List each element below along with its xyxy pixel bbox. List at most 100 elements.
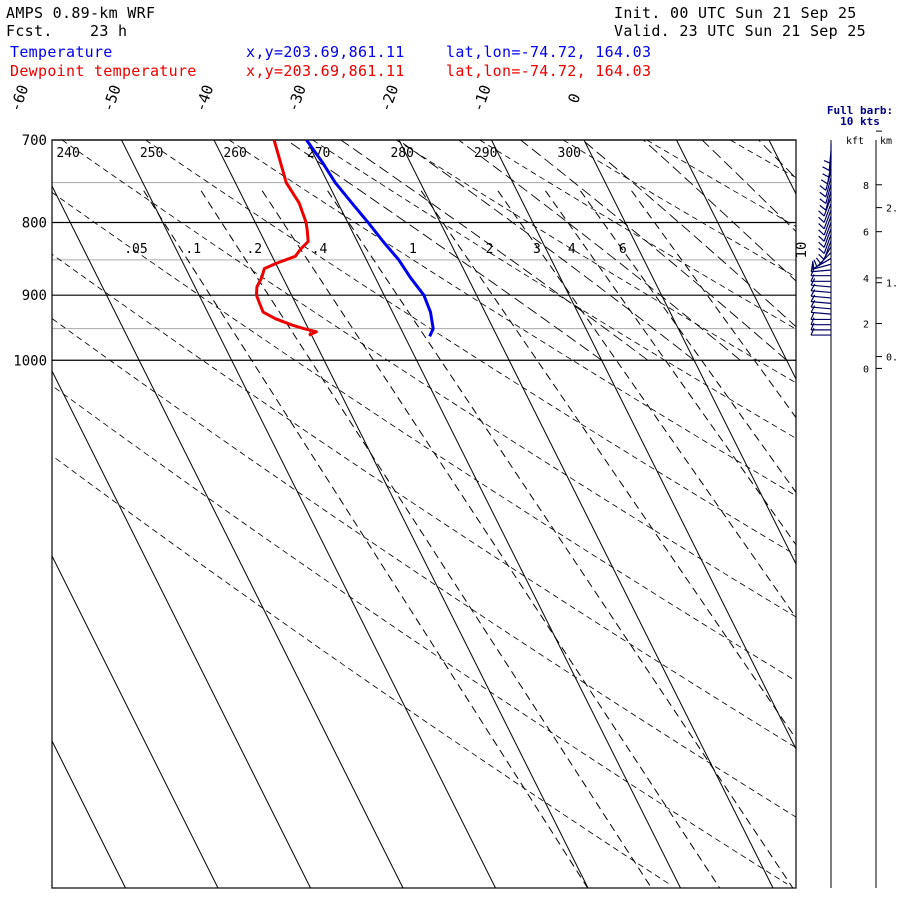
km-axis-label: km (880, 136, 892, 147)
wind-barb (818, 209, 832, 230)
dry-adiabat (52, 385, 788, 885)
mixing-ratio-label: 4 (568, 242, 576, 257)
isotherm-line (52, 739, 126, 888)
km-tick-label: 0. (886, 353, 898, 364)
wind-key-label: Full barb: (827, 104, 893, 117)
model-title: AMPS 0.89-km WRF (6, 4, 156, 22)
isotherm-line (52, 184, 404, 888)
wind-barb (822, 150, 832, 171)
forecast-hour: 23 h (90, 22, 128, 40)
kft-tick-label: 0 (863, 364, 869, 375)
theta-label: 290 (474, 146, 497, 161)
isotherm-label: -30 (284, 82, 310, 114)
isotherm-line (121, 140, 496, 888)
wind-barb (819, 184, 832, 205)
isotherm-label: -50 (99, 82, 125, 114)
wind-barb (818, 228, 832, 248)
theta-label: 250 (140, 146, 163, 161)
wind-barb (810, 274, 831, 282)
km-tick-label: 2. (886, 204, 898, 215)
wind-barb (810, 317, 831, 326)
dry-adiabat (61, 140, 796, 618)
temperature-profile (305, 140, 435, 338)
wind-speed-label: 10 (794, 242, 810, 259)
pressure-tick-label: 1000 (13, 353, 47, 369)
moist-adiabat (757, 140, 796, 180)
kft-tick-label: 4 (863, 274, 869, 285)
wind-barb (819, 177, 832, 198)
valid-time: Valid. 23 UTC Sun 21 Sep 25 (614, 22, 866, 40)
mixing-ratio-label: .4 (312, 242, 328, 257)
wind-barb (813, 252, 832, 268)
dry-adiabat (562, 140, 796, 278)
theta-label: 300 (558, 146, 581, 161)
moist-adiabat (519, 140, 787, 361)
wind-barb (818, 203, 832, 223)
isotherm-label: -40 (191, 82, 217, 114)
legend-dewpoint-xy: x,y=203.69,861.11 (246, 62, 405, 80)
moist-adiabat (581, 140, 796, 328)
dry-adiabat (395, 140, 796, 384)
theta-label: 240 (56, 146, 79, 161)
isotherm-line (676, 140, 796, 381)
legend-temperature-xy: x,y=203.69,861.11 (246, 43, 405, 61)
isotherm-label: -60 (6, 82, 32, 114)
wind-barb (819, 170, 832, 191)
isotherm-label: 0 (564, 91, 584, 106)
dry-adiabat (479, 140, 796, 330)
mixing-ratio-line (261, 190, 721, 888)
wind-barb (810, 322, 831, 331)
mixing-ratio-line (200, 190, 652, 888)
kft-tick-label: 6 (863, 228, 869, 239)
legend-temperature-latlon: lat,lon=-74.72, 164.03 (446, 43, 652, 61)
dewpoint-profile (255, 140, 318, 337)
dry-adiabat (52, 318, 796, 818)
mixing-ratio-line (631, 190, 796, 419)
mixing-ratio-label: .05 (124, 242, 147, 257)
moist-adiabat (457, 140, 741, 361)
legend-dewpoint-label: Dewpoint temperature (10, 62, 197, 80)
legend-dewpoint-latlon: lat,lon=-74.72, 164.03 (446, 62, 652, 80)
moist-adiabat (340, 140, 649, 361)
theta-label: 260 (223, 146, 246, 161)
isotherm-line (398, 140, 774, 888)
mixing-ratio-label: 3 (533, 242, 541, 257)
wind-key-speed: 10 kts (840, 115, 880, 128)
mixing-ratio-line (327, 190, 794, 888)
wind-barb (818, 234, 832, 254)
pressure-tick-label: 900 (22, 288, 47, 304)
dry-adiabat (730, 140, 796, 179)
isotherm-line (52, 369, 311, 888)
mixing-ratio-line (420, 190, 796, 740)
dry-adiabat (52, 253, 796, 749)
wind-barb (818, 197, 832, 217)
isotherm-line (491, 140, 796, 751)
wind-barb (810, 327, 831, 336)
moist-adiabat (642, 140, 796, 282)
theta-label: 280 (390, 146, 413, 161)
legend-temperature-label: Temperature (10, 43, 113, 61)
wind-barb (819, 190, 832, 211)
wind-barb (810, 268, 831, 277)
mixing-ratio-line (143, 190, 589, 888)
pressure-tick-label: 700 (22, 133, 47, 149)
dry-adiabat (52, 455, 670, 885)
mixing-ratio-label: .1 (185, 242, 201, 257)
isotherm-label: -20 (376, 82, 402, 114)
wind-barb (810, 312, 831, 321)
init-time: Init. 00 UTC Sun 21 Sep 25 (614, 4, 857, 22)
pressure-tick-label: 800 (22, 215, 47, 231)
kft-tick-label: 2 (863, 319, 869, 330)
dry-adiabat (52, 191, 796, 682)
moist-adiabat (397, 140, 695, 361)
mixing-ratio-label: .2 (246, 242, 262, 257)
kft-axis-label: kft (846, 136, 864, 147)
wind-barb (810, 264, 832, 273)
isotherm-line (583, 140, 796, 566)
forecast-label: Fcst. (6, 22, 53, 40)
dry-adiabat (312, 140, 796, 439)
isotherm-line (306, 140, 681, 888)
km-tick-label: 1. (886, 279, 898, 290)
isotherm-line (768, 140, 796, 196)
